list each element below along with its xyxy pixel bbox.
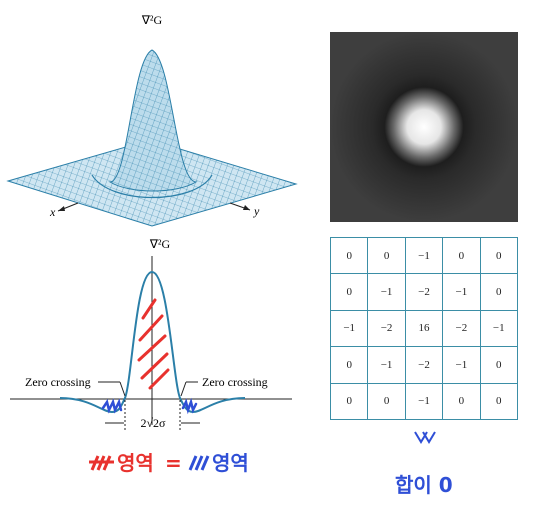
red-scribble-note <box>89 455 114 471</box>
gaussian-image <box>330 32 518 222</box>
kernel-cell: −1 <box>367 346 406 384</box>
kernel-row: −1 −2 16 −2 −1 <box>329 309 519 348</box>
zero-leader-left-2 <box>119 381 126 397</box>
note-right: 영역 <box>212 451 249 475</box>
y-axis-label: y <box>253 204 260 218</box>
kernel-cell: 0 <box>329 346 369 384</box>
kernel-cell: −2 <box>367 309 406 348</box>
kernel-row: 0 −1 −2 −1 0 <box>329 346 519 384</box>
note-equals: = <box>165 451 182 475</box>
kernel-cell: 0 <box>442 382 481 421</box>
kernel-cell: 0 <box>329 273 369 311</box>
sum-note: 합이 0 <box>395 473 453 497</box>
kernel-cell: 0 <box>367 236 406 275</box>
kernel-cell: 0 <box>442 236 481 275</box>
kernel-cell: 0 <box>479 382 519 421</box>
profile-label: ∇²G <box>149 237 171 251</box>
kernel-row: 0 0 −1 0 0 <box>329 236 519 275</box>
kernel-cell: −1 <box>442 346 481 384</box>
note-left: 영역 <box>117 451 154 475</box>
y-arrowhead <box>243 205 250 210</box>
down-arrow <box>414 431 436 444</box>
surface-label: ∇²G <box>141 13 163 27</box>
kernel-cell: −1 <box>367 273 406 311</box>
zero-crossing-left: Zero crossing <box>25 375 91 389</box>
surface-peak-mesh <box>110 50 196 191</box>
width-label: 2√2σ <box>140 416 166 430</box>
kernel-cell: 0 <box>479 273 519 311</box>
kernel-table: 0 0 −1 0 0 0 −1 −2 −1 0 −1 −2 16 −2 −1 0 −1 −2 −1 0 0 0 −1 0 0 <box>329 236 519 421</box>
kernel-cell: −1 <box>329 309 369 348</box>
kernel-cell: 0 <box>329 382 369 421</box>
profile-curve <box>59 270 246 414</box>
kernel-cell: −2 <box>404 346 444 384</box>
x-arrowhead <box>58 206 65 211</box>
blue-scribbles <box>101 397 198 415</box>
x-axis-label: x <box>49 205 56 219</box>
kernel-cell: −2 <box>442 309 481 348</box>
kernel-cell: 16 <box>404 309 444 348</box>
zero-crossing-right: Zero crossing <box>202 375 268 389</box>
kernel-row: 0 0 −1 0 0 <box>329 382 519 421</box>
kernel-cell: −1 <box>404 382 444 421</box>
kernel-row: 0 −1 −2 −1 0 <box>329 273 519 311</box>
zero-leader-right-2 <box>180 381 187 397</box>
kernel-cell: 0 <box>367 382 406 421</box>
kernel-cell: 0 <box>329 236 369 275</box>
surface-trough <box>91 174 213 198</box>
kernel-cell: −1 <box>479 309 519 348</box>
kernel-cell: −1 <box>442 273 481 311</box>
red-hatching <box>137 298 170 390</box>
kernel-cell: −1 <box>404 236 444 275</box>
kernel-cell: 0 <box>479 346 519 384</box>
kernel-cell: 0 <box>479 236 519 275</box>
blue-scribble-note <box>188 455 210 471</box>
kernel-cell: −2 <box>404 273 444 311</box>
